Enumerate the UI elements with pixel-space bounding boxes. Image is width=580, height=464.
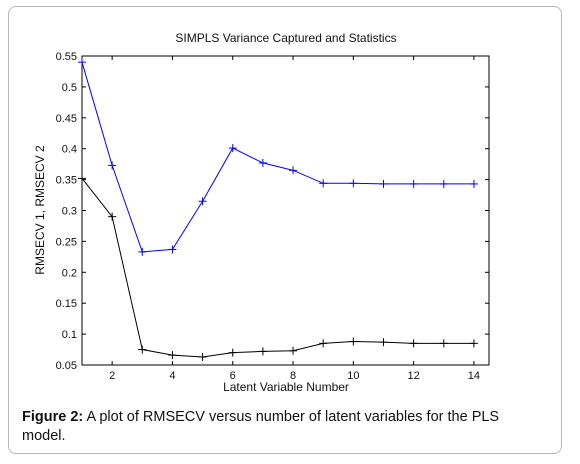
x-axis-label: Latent Variable Number <box>223 380 349 394</box>
series-line-2 <box>81 178 474 358</box>
data-point-marker <box>108 161 117 170</box>
data-point-marker <box>379 338 388 347</box>
chart-title: SIMPLS Variance Captured and Statistics <box>175 31 396 45</box>
data-point-marker <box>138 345 147 354</box>
y-tick-label: 0.4 <box>62 144 77 156</box>
data-point-marker <box>78 174 86 183</box>
data-point-marker <box>349 179 358 188</box>
data-point-marker <box>168 351 177 360</box>
y-tick-label: 0.2 <box>62 267 77 279</box>
x-tick-label: 6 <box>230 370 236 382</box>
y-tick-label: 0.1 <box>62 329 77 341</box>
y-tick-label: 0.05 <box>56 360 77 372</box>
data-point-marker <box>379 179 388 188</box>
data-point-marker <box>289 346 298 355</box>
caption-text: A plot of RMSECV versus number of latent… <box>22 409 500 444</box>
data-point-marker <box>319 339 328 348</box>
data-point-marker <box>258 158 267 167</box>
y-tick-label: 0.35 <box>56 175 77 187</box>
y-tick-label: 0.15 <box>56 298 77 310</box>
data-point-marker <box>439 179 448 188</box>
data-point-marker <box>168 245 177 254</box>
series-line-1 <box>81 62 474 253</box>
y-tick-label: 0.25 <box>56 236 77 248</box>
data-point-marker <box>108 212 117 221</box>
x-tick-label: 14 <box>468 370 480 382</box>
data-point-marker <box>319 179 328 188</box>
x-tick-label: 12 <box>408 370 420 382</box>
data-point-marker <box>409 339 418 348</box>
data-point-marker <box>78 58 86 67</box>
y-axis-label: RMSECV 1, RMSECV 2 <box>33 145 47 275</box>
x-tick-label: 4 <box>169 370 175 382</box>
y-tick-label: 0.3 <box>62 206 77 218</box>
data-point-marker <box>138 247 147 256</box>
data-point-marker <box>198 197 207 206</box>
y-tick-label: 0.55 <box>56 51 77 63</box>
data-point-marker <box>258 347 267 356</box>
x-tick-label: 2 <box>109 370 115 382</box>
data-point-marker <box>228 348 237 357</box>
y-tick-label: 0.5 <box>62 82 77 94</box>
data-point-marker <box>349 337 358 346</box>
data-point-marker <box>198 352 207 361</box>
chart: SIMPLS Variance Captured and Statistics … <box>33 31 490 394</box>
figure-caption: Figure 2: A plot of RMSECV versus number… <box>22 408 542 446</box>
data-point-marker <box>439 339 448 348</box>
data-point-marker <box>289 166 298 175</box>
caption-label: Figure 2: <box>22 409 84 425</box>
y-tick-label: 0.45 <box>56 113 77 125</box>
data-point-marker <box>409 179 418 188</box>
data-point-marker <box>469 179 478 188</box>
data-point-marker <box>469 339 478 348</box>
data-point-marker <box>228 144 237 153</box>
x-tick-label: 8 <box>290 370 296 382</box>
plot-area <box>81 55 490 366</box>
x-tick-label: 10 <box>347 370 359 382</box>
